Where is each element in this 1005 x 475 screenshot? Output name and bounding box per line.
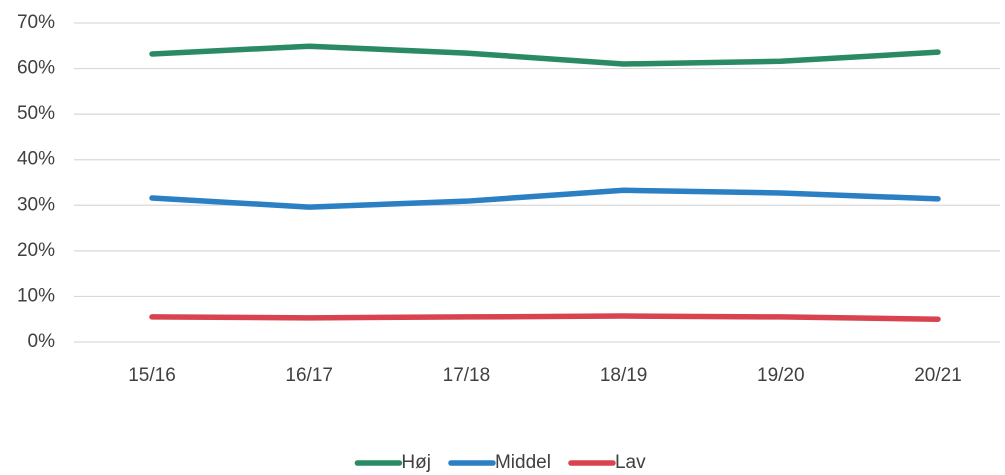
x-tick-label: 19/20 xyxy=(757,365,805,386)
y-tick-label: 30% xyxy=(17,194,55,215)
y-tick-label: 0% xyxy=(28,331,56,352)
x-tick-label: 16/17 xyxy=(285,365,333,386)
y-tick-label: 60% xyxy=(17,58,55,79)
y-tick-label: 50% xyxy=(17,103,55,124)
legend-label: Høj xyxy=(401,452,431,473)
y-tick-label: 40% xyxy=(17,149,55,170)
x-tick-label: 17/18 xyxy=(443,365,491,386)
legend-label: Middel xyxy=(495,452,551,473)
y-tick-label: 20% xyxy=(17,240,55,261)
x-tick-label: 15/16 xyxy=(128,365,176,386)
x-tick-label: 20/21 xyxy=(914,365,962,386)
series-line xyxy=(149,313,941,322)
y-tick-label: 10% xyxy=(17,285,55,306)
y-tick-label: 70% xyxy=(17,12,55,33)
series-line xyxy=(149,43,941,67)
x-tick-label: 18/19 xyxy=(600,365,648,386)
series-line xyxy=(149,187,941,210)
legend-label: Lav xyxy=(615,452,646,473)
